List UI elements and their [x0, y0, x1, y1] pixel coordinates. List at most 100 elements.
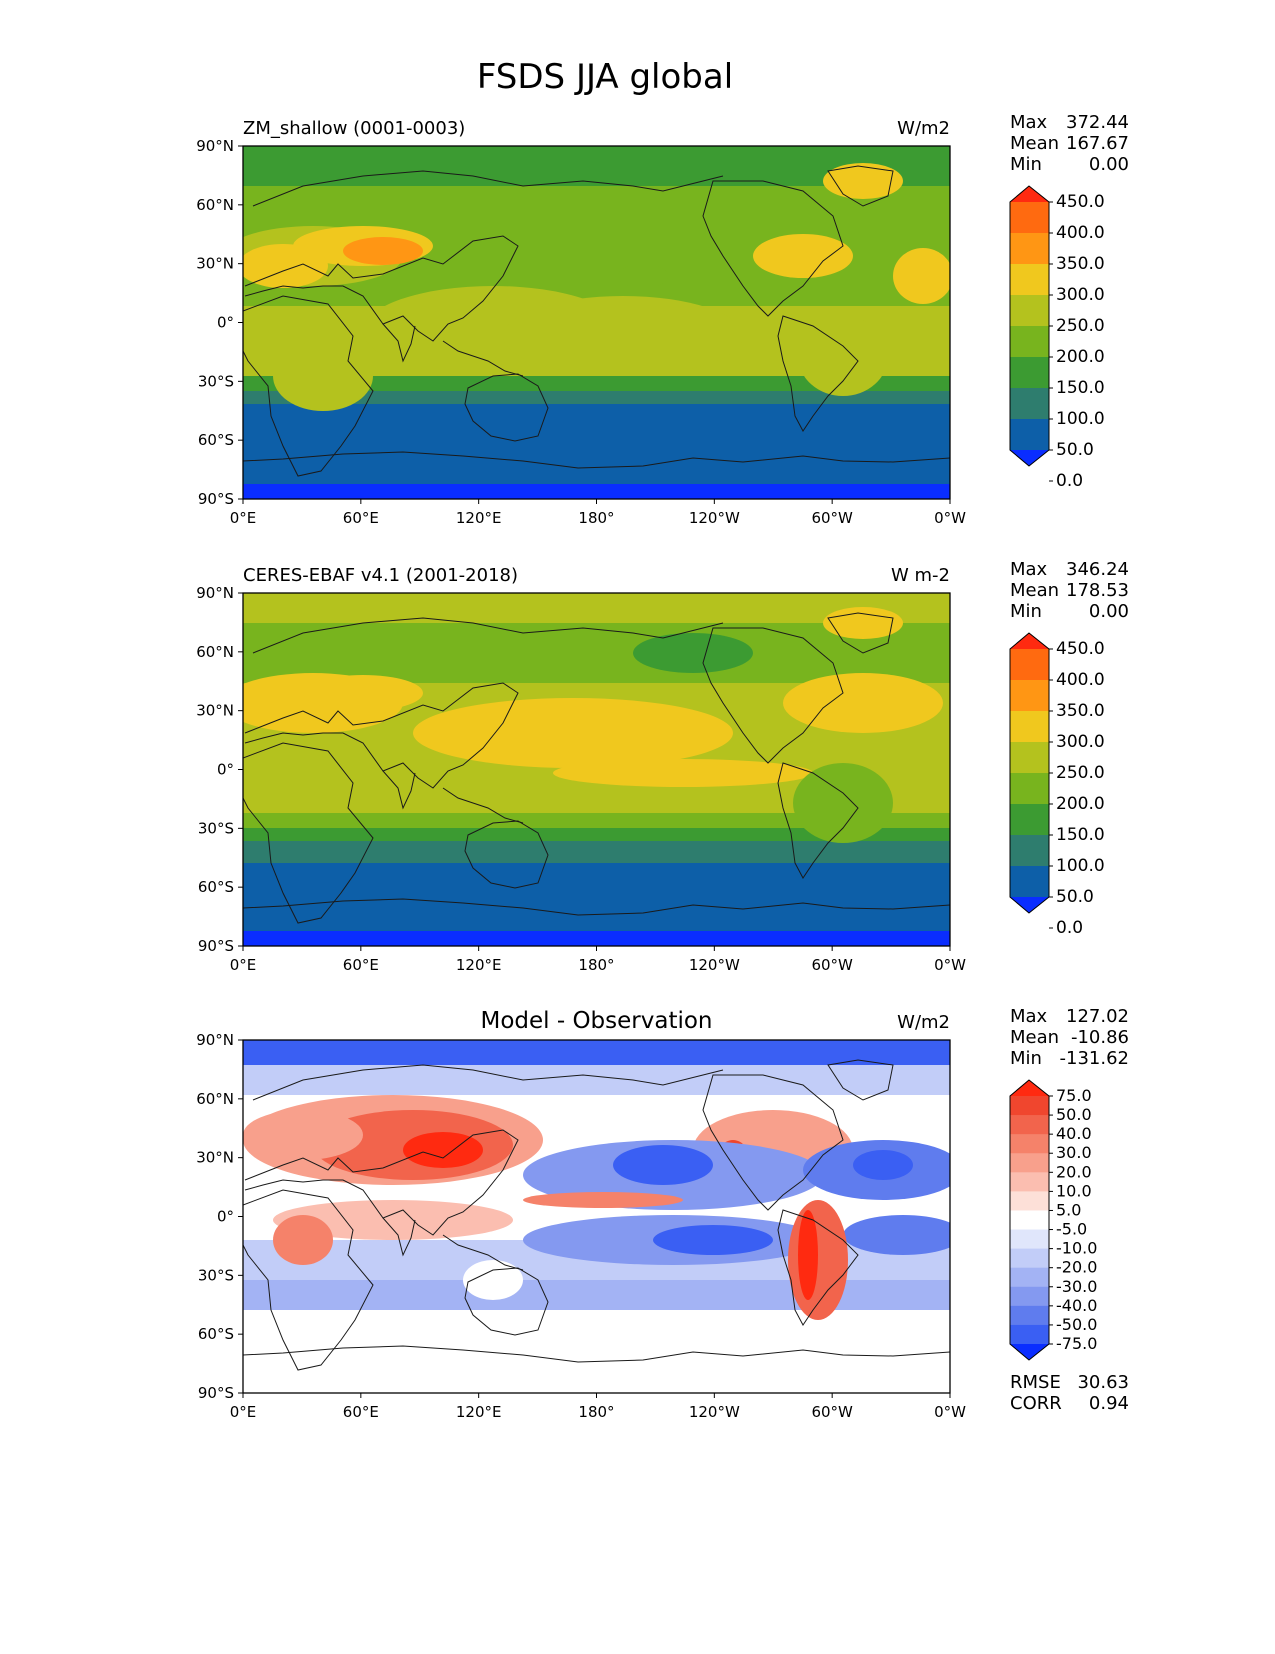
colorbar-label: 75.0: [1056, 1086, 1092, 1105]
lat-tick-label: 60°N: [196, 196, 234, 214]
colorbar-extend-max: [1010, 633, 1049, 649]
colorbar-segment: [1010, 295, 1049, 327]
lat-tick-label: 90°S: [198, 1384, 234, 1402]
lat-tick-label: 90°S: [198, 937, 234, 955]
colorbar-label: 450.0: [1056, 192, 1105, 212]
colorbar-segment: [1010, 233, 1049, 265]
panel-diff: Model - Observation W/m2 90°N 60°N 30°N 0° 30°…: [196, 1006, 1129, 1421]
lon-tick-label: 120°E: [456, 509, 502, 527]
lat-tick-label: 60°S: [198, 878, 234, 896]
stat-value: 167.67: [1066, 133, 1129, 154]
stat-value: 372.44: [1066, 112, 1129, 133]
colorbar: 75.050.040.030.020.010.05.0-5.0-10.0-20.…: [1009, 1079, 1097, 1361]
lat-tick-label: 60°N: [196, 1090, 234, 1108]
colorbar-label: 400.0: [1056, 670, 1105, 690]
colorbar-segment: [1010, 1115, 1049, 1135]
lat-tick-label: 60°S: [198, 431, 234, 449]
footer-stat-label: RMSE: [1010, 1372, 1061, 1393]
panel-left-title: ZM_shallow (0001-0003): [243, 118, 465, 139]
colorbar-label: 20.0: [1056, 1162, 1092, 1181]
colorbar-label: 40.0: [1056, 1124, 1092, 1143]
lon-tick-label: 120°W: [689, 1403, 740, 1421]
colorbar-segment: [1010, 835, 1049, 867]
lat-tick-label: 30°S: [198, 819, 234, 837]
colorbar-segment: [1010, 1267, 1049, 1288]
stat-label: Max: [1010, 112, 1048, 133]
colorbar-segment: [1010, 1191, 1049, 1211]
lat-tick-label: 90°S: [198, 490, 234, 508]
panel-units: W m-2: [891, 565, 950, 586]
colorbar-label: -30.0: [1056, 1277, 1097, 1296]
colorbar-label: 5.0: [1056, 1200, 1081, 1219]
colorbar-label: 250.0: [1056, 316, 1105, 336]
footer-stat-value: 0.94: [1089, 1393, 1129, 1414]
lat-tick-label: 60°N: [196, 643, 234, 661]
colorbar-segment: [1010, 1172, 1049, 1192]
colorbar-label: 350.0: [1056, 254, 1105, 274]
stat-label: Max: [1010, 1006, 1048, 1027]
stat-label: Min: [1010, 601, 1042, 622]
stat-label: Mean: [1010, 133, 1059, 154]
map-fill: [243, 1040, 950, 1393]
footer-stat-label: CORR: [1010, 1393, 1062, 1414]
colorbar-segment: [1010, 649, 1049, 681]
stat-value: 346.24: [1066, 559, 1129, 580]
colorbar-label: -40.0: [1056, 1296, 1097, 1315]
stat-value: -131.62: [1060, 1048, 1129, 1069]
colorbar-label: 200.0: [1056, 347, 1105, 367]
lat-tick-label: 30°N: [196, 255, 234, 273]
stat-value: 0.00: [1089, 601, 1129, 622]
colorbar-label: 50.0: [1056, 440, 1094, 460]
colorbar: 450.0 400.0 350.0 300.0 250.0 200.0 150.0 100.0…: [1009, 185, 1105, 491]
lon-tick-label: 0°E: [230, 956, 257, 974]
lon-tick-label: 60°W: [811, 1403, 853, 1421]
colorbar-label: -5.0: [1056, 1220, 1087, 1239]
lat-tick-label: 90°N: [196, 137, 234, 155]
lon-tick-label: 60°E: [343, 956, 379, 974]
colorbar-segment: [1010, 202, 1049, 234]
colorbar-label: -75.0: [1056, 1334, 1097, 1353]
colorbar-label: 300.0: [1056, 285, 1105, 305]
map-fill: [243, 146, 950, 499]
lat-tick-label: 60°S: [198, 1325, 234, 1343]
colorbar-extend-max: [1010, 1080, 1049, 1096]
panel-units: W/m2: [897, 118, 950, 139]
colorbar-label: 0.0: [1056, 918, 1083, 938]
colorbar-segment: [1010, 1210, 1049, 1231]
colorbar: 450.0 400.0 350.0 300.0 250.0 200.0 150.0 100.0…: [1009, 632, 1105, 938]
colorbar-label: 100.0: [1056, 409, 1105, 429]
lon-tick-label: 60°E: [343, 1403, 379, 1421]
colorbar-segment: [1010, 866, 1049, 898]
colorbar-label: -10.0: [1056, 1239, 1097, 1258]
stat-value: 127.02: [1066, 1006, 1129, 1027]
lon-tick-label: 0°E: [230, 1403, 257, 1421]
colorbar-segment: [1010, 711, 1049, 743]
colorbar-segment: [1010, 742, 1049, 774]
lat-tick-label: 30°S: [198, 372, 234, 390]
stat-value: -10.86: [1071, 1027, 1129, 1048]
lat-tick-label: 0°: [217, 314, 234, 332]
colorbar-segment: [1010, 1153, 1049, 1173]
stat-value: 0.00: [1089, 154, 1129, 175]
stat-label: Max: [1010, 559, 1048, 580]
panel-center-title: Model - Observation: [480, 1008, 712, 1034]
stat-label: Min: [1010, 1048, 1042, 1069]
lat-tick-label: 30°N: [196, 1149, 234, 1167]
lon-tick-label: 60°E: [343, 509, 379, 527]
lon-tick-label: 0°E: [230, 509, 257, 527]
lat-tick-label: 30°S: [198, 1266, 234, 1284]
colorbar-segment: [1010, 680, 1049, 712]
colorbar-segment: [1010, 1096, 1049, 1116]
colorbar-segment: [1010, 264, 1049, 296]
colorbar-label: 250.0: [1056, 763, 1105, 783]
colorbar-extend-max: [1010, 186, 1049, 202]
colorbar-segment: [1010, 1305, 1049, 1326]
stat-value: 178.53: [1066, 580, 1129, 601]
colorbar-label: 50.0: [1056, 1105, 1092, 1124]
colorbar-label: 350.0: [1056, 701, 1105, 721]
lon-tick-label: 120°E: [456, 1403, 502, 1421]
lon-tick-label: 60°W: [811, 509, 853, 527]
lon-tick-label: 120°E: [456, 956, 502, 974]
lat-tick-label: 90°N: [196, 584, 234, 602]
